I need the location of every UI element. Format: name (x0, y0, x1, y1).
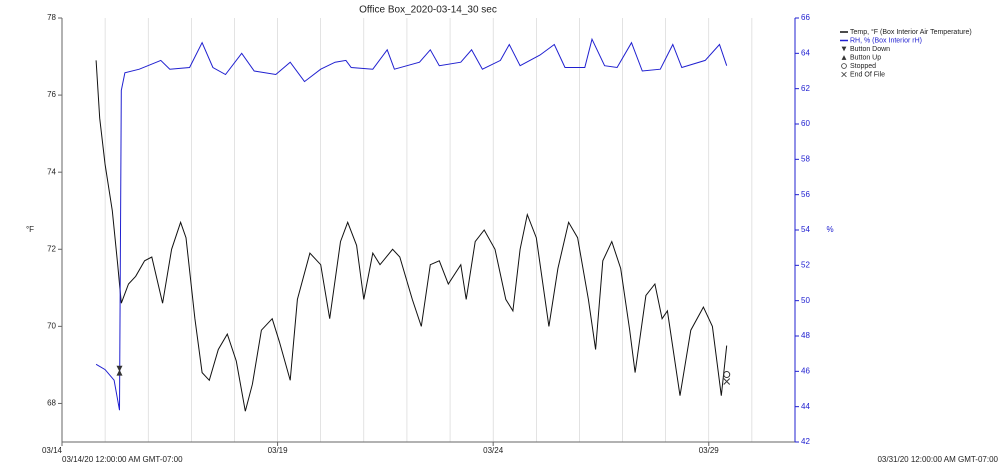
y2-tick-label: 62 (801, 84, 810, 93)
y2-tick-label: 60 (801, 119, 810, 128)
y2-tick-label: 64 (801, 48, 810, 57)
legend-label: End Of File (850, 71, 885, 78)
y2-tick-label: 66 (801, 13, 810, 22)
x-tick-label: 03/24 (483, 446, 504, 455)
y-axis-label: °F (26, 225, 34, 234)
y2-axis-label: % (826, 225, 833, 234)
marker-button-down (841, 46, 847, 52)
y-tick-label: 78 (47, 13, 56, 22)
x-tick-label: 03/14 (42, 446, 63, 455)
marker-button-up (841, 55, 847, 60)
x-range-end-label: 03/31/20 12:00:00 AM GMT-07:00 (877, 455, 998, 464)
marker-stopped (723, 371, 731, 379)
series-line (95, 37, 728, 411)
series-line (95, 60, 728, 412)
chart-title: Office Box_2020-03-14_30 sec (359, 5, 497, 16)
y2-tick-label: 44 (801, 402, 810, 411)
y-tick-label: 68 (47, 399, 56, 408)
marker-end-of-file (841, 71, 847, 78)
legend-label: Temp, °F (Box Interior Air Temperature) (850, 28, 972, 36)
y2-tick-label: 52 (801, 260, 810, 269)
y2-tick-label: 54 (801, 225, 810, 234)
x-range-start-label: 03/14/20 12:00:00 AM GMT-07:00 (62, 455, 183, 464)
marker-stopped (841, 63, 847, 69)
y-tick-label: 70 (47, 321, 56, 330)
y-tick-label: 72 (47, 244, 56, 253)
y2-tick-label: 46 (801, 366, 810, 375)
y2-tick-label: 48 (801, 331, 810, 340)
x-tick-label: 03/29 (699, 446, 720, 455)
x-tick-label: 03/19 (268, 446, 289, 455)
y2-tick-label: 50 (801, 296, 810, 305)
marker-button-up (116, 369, 123, 376)
y2-tick-label: 56 (801, 190, 810, 199)
legend: Temp, °F (Box Interior Air Temperature)R… (840, 28, 972, 78)
y2-tick-label: 58 (801, 154, 810, 163)
y-tick-label: 74 (47, 167, 56, 176)
y2-tick-label: 42 (801, 437, 810, 446)
legend-label: Button Down (850, 46, 890, 53)
marker-end-of-file (723, 378, 731, 385)
legend-label: Button Up (850, 54, 881, 61)
legend-label: RH, % (Box Interior rH) (850, 37, 922, 44)
y-tick-label: 76 (47, 90, 56, 99)
marker-button-down (116, 365, 123, 372)
legend-label: Stopped (850, 63, 876, 70)
